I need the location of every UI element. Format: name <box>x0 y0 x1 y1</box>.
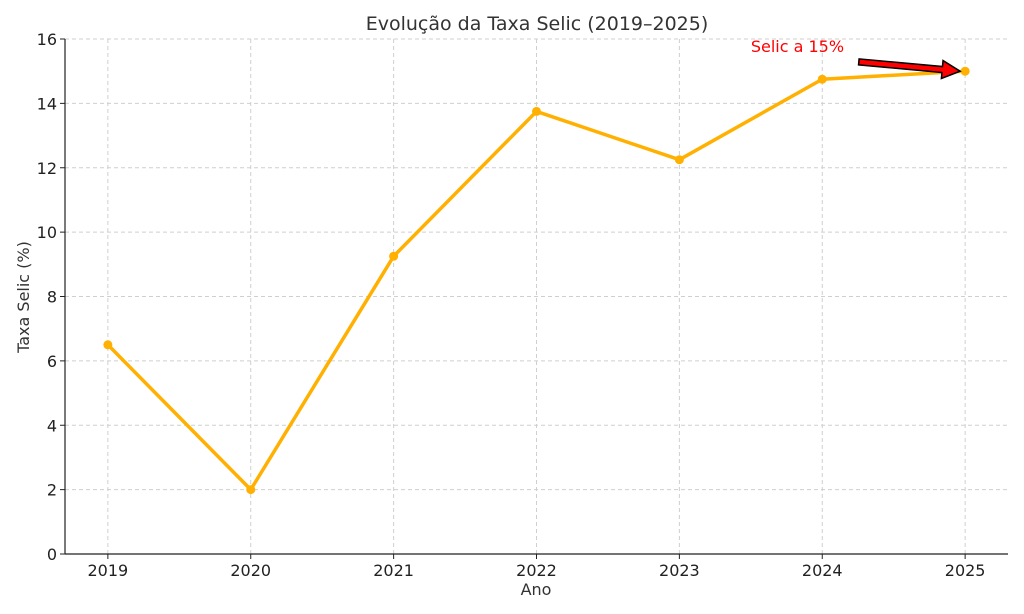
data-point <box>246 485 256 495</box>
chart-title: Evolução da Taxa Selic (2019–2025) <box>366 13 709 35</box>
data-point <box>817 74 827 84</box>
y-tick-label: 10 <box>37 223 57 242</box>
annotation: Selic a 15% <box>751 37 962 80</box>
y-tick-label: 16 <box>37 30 57 49</box>
x-tick-label: 2025 <box>945 561 986 580</box>
y-axis-label: Taxa Selic (%) <box>14 241 33 354</box>
y-tick-label: 0 <box>47 545 57 564</box>
series-group <box>103 66 970 495</box>
data-point <box>532 106 541 116</box>
data-point <box>960 66 970 76</box>
y-tick-label: 6 <box>47 352 57 371</box>
y-tick-label: 14 <box>37 94 57 113</box>
x-axis-label: Ano <box>521 580 552 599</box>
data-point <box>389 251 399 261</box>
data-point <box>674 155 684 165</box>
ticks: 0 2 4 6 8 10 12 14 16 2019 2020 2021 2022 2023 2024 202… <box>37 30 986 580</box>
y-tick-label: 4 <box>47 416 57 435</box>
x-tick-label: 2020 <box>230 561 271 580</box>
x-tick-label: 2022 <box>516 561 557 580</box>
grid <box>65 38 1008 555</box>
y-tick-label: 8 <box>47 288 57 307</box>
x-tick-label: 2023 <box>659 561 700 580</box>
data-point <box>103 340 113 350</box>
annotation-label: Selic a 15% <box>751 37 844 56</box>
x-tick-label: 2021 <box>373 561 414 580</box>
x-tick-label: 2019 <box>88 561 129 580</box>
y-tick-label: 12 <box>37 159 57 178</box>
x-tick-label: 2024 <box>802 561 843 580</box>
y-tick-label: 2 <box>47 481 57 500</box>
annotation-arrow <box>857 58 962 80</box>
